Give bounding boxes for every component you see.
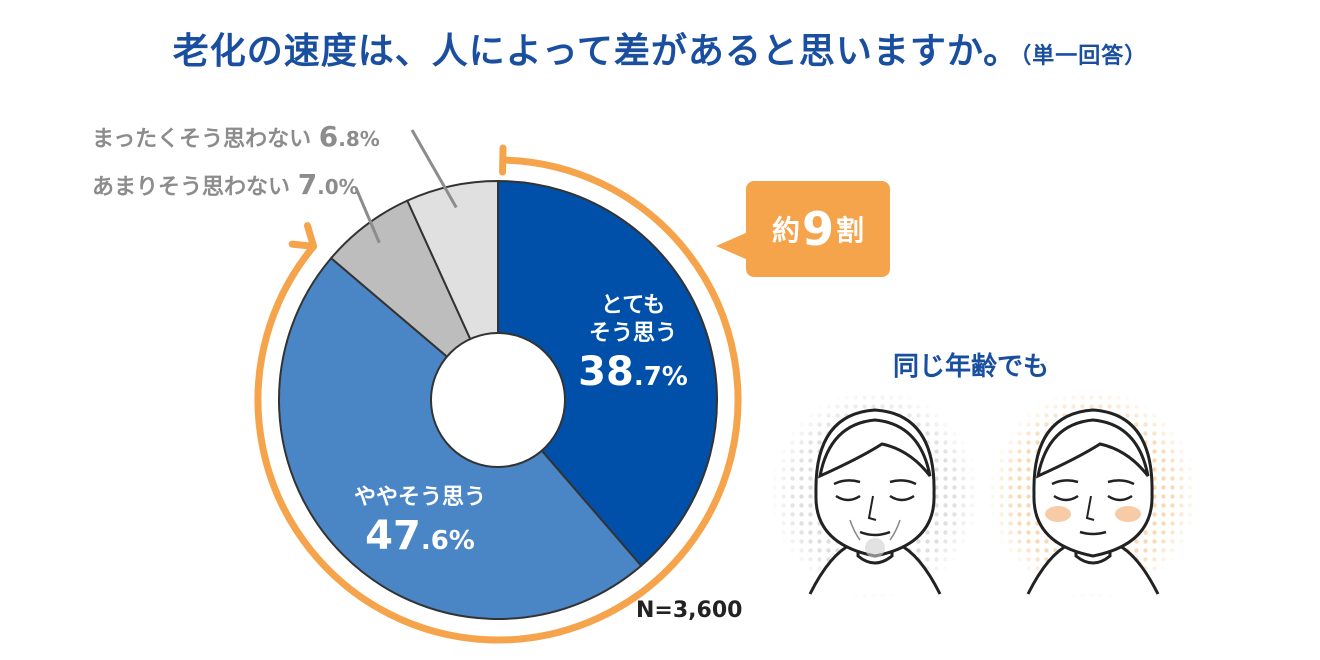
- older-face-icon: [770, 389, 980, 599]
- donut-hole: [430, 332, 566, 468]
- faces-caption: 同じ年齢でも: [893, 352, 1050, 382]
- sample-size-label: N=3,600: [636, 598, 743, 623]
- label-strongly-agree: とても そう思う 38.7%: [568, 292, 698, 401]
- callout-prefix: 約: [771, 214, 800, 247]
- label-strongly-agree-line2: そう思う: [588, 321, 677, 346]
- label-strongly-agree-line1: とても: [600, 293, 666, 318]
- callout-tail: [716, 232, 748, 260]
- label-strongly-disagree: まったくそう思わない 6.8%: [92, 120, 380, 153]
- label-strongly-agree-pct: 38.7%: [578, 349, 688, 395]
- chart-title: 老化の速度は、人によって差があると思いますか。（単一回答）: [0, 22, 1320, 74]
- label-strongly-disagree-pct: 6.8%: [318, 120, 380, 153]
- callout-number: 9: [801, 202, 834, 256]
- label-somewhat-agree-pct: 47.6%: [365, 513, 475, 559]
- leader-lines-layer: [354, 129, 458, 244]
- label-somewhat-agree-line1: ややそう思う: [353, 485, 486, 510]
- leader-line-strongly-disagree: [410, 129, 458, 209]
- bracket-arrowhead: [288, 222, 318, 250]
- bracket-arc-layer: [254, 144, 742, 644]
- slice-strongly-agree: [497, 179, 718, 568]
- leader-line-somewhat-disagree: [354, 187, 381, 244]
- title-main: 老化の速度は、人によって差があると思いますか。: [172, 31, 1021, 72]
- label-strongly-disagree-text: まったくそう思わない: [92, 127, 312, 152]
- callout-suffix: 割: [836, 214, 865, 247]
- younger-face-icon: [988, 389, 1198, 599]
- label-somewhat-agree: ややそう思う 47.6%: [340, 484, 500, 565]
- callout-badge: 約 9 割: [746, 181, 890, 277]
- bracket-arc: [254, 156, 742, 644]
- title-note: （単一回答）: [1020, 44, 1148, 69]
- label-somewhat-disagree-text: あまりそう思わない: [92, 175, 291, 200]
- label-somewhat-disagree: あまりそう思わない 7.0%: [92, 168, 359, 201]
- label-somewhat-disagree-pct: 7.0%: [297, 168, 359, 201]
